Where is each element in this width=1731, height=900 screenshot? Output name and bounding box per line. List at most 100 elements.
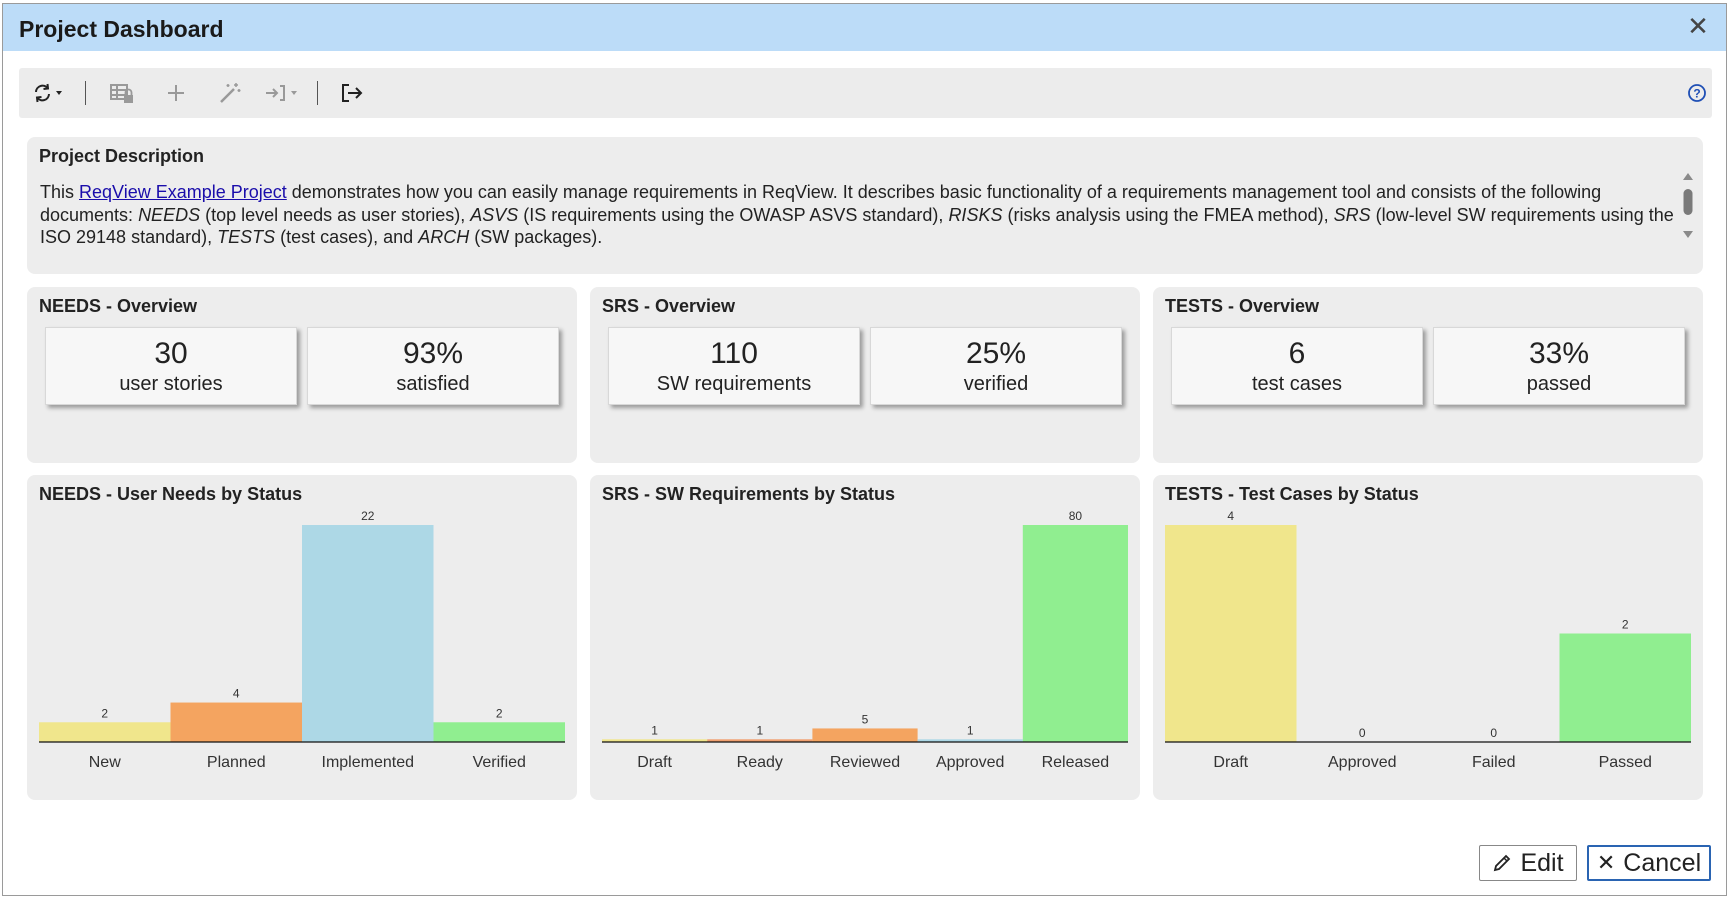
exit-icon <box>342 84 363 102</box>
import-button[interactable] <box>263 78 303 108</box>
table-lock-icon <box>110 84 133 103</box>
srs-status-chart: 1 Draft 1 Ready 5 Reviewed 1 Approved 80 Released <box>602 509 1128 771</box>
svg-text:?: ? <box>1693 87 1700 101</box>
panel-title: Project Description <box>39 146 205 166</box>
category-label: Verified <box>473 754 526 771</box>
kpi-value: 25% <box>965 337 1027 370</box>
kpi-value: 33% <box>1528 337 1590 370</box>
help-button[interactable]: ? <box>1685 78 1709 108</box>
category-label: Implemented <box>322 754 415 771</box>
panel-title: NEEDS - Overview <box>39 296 198 316</box>
category-label: Draft <box>637 754 672 771</box>
bar-value-label: 0 <box>1490 726 1497 740</box>
doc-asvs: ASVS <box>470 204 519 225</box>
close-icon[interactable]: ✕ <box>1687 11 1709 41</box>
edit-button[interactable]: Edit <box>1479 845 1577 881</box>
tests-status-chart-panel: TESTS - Test Cases by Status 4 Draft 0 Appr… <box>1153 475 1703 800</box>
close-icon: ✕ <box>1596 850 1616 875</box>
kpi-value: 30 <box>154 337 188 370</box>
project-description-panel: Project Description This ReqView Example… <box>27 137 1703 274</box>
add-button[interactable] <box>161 78 191 108</box>
bar-verified <box>433 722 565 742</box>
pencil-icon <box>1494 854 1511 872</box>
bar-value-label: 4 <box>233 687 240 701</box>
kpi-label: test cases <box>1251 373 1343 395</box>
bar-value-label: 80 <box>1069 509 1083 523</box>
doc-srs: SRS <box>1333 204 1371 225</box>
category-label: Planned <box>207 754 266 771</box>
chart-title: NEEDS - User Needs by Status <box>39 484 303 504</box>
kpi-value: 110 <box>710 337 758 370</box>
category-label: Approved <box>936 754 1005 771</box>
bar-value-label: 1 <box>651 723 658 737</box>
kpi-value: 93% <box>402 337 464 370</box>
needs-status-chart-panel: NEEDS - User Needs by Status 2 New 4 Planne… <box>27 475 577 800</box>
bar-reviewed <box>812 728 918 742</box>
cancel-label: Cancel <box>1623 848 1702 877</box>
category-label: New <box>89 754 121 771</box>
category-label: Approved <box>1328 754 1397 771</box>
tests-status-chart: 4 Draft 0 Approved 0 Failed 2 Passed <box>1165 509 1691 771</box>
bar-value-label: 2 <box>1622 618 1629 632</box>
bar-released <box>1022 525 1128 742</box>
cancel-button[interactable]: ✕ Cancel <box>1587 845 1711 881</box>
bar-planned <box>170 702 302 742</box>
bar-value-label: 5 <box>862 712 869 726</box>
tests-overview-panel: TESTS - Overview 6 test cases 33% passed <box>1153 287 1703 463</box>
plus-icon <box>168 85 184 101</box>
bar-value-label: 2 <box>496 706 503 720</box>
needs-status-chart: 2 New 4 Planned 22 Implemented 2 Verified <box>39 509 565 771</box>
kpi-label: satisfied <box>396 373 470 395</box>
kpi-card: 25% verified <box>870 327 1122 405</box>
kpi-label: user stories <box>119 373 223 395</box>
project-link[interactable]: ReqView Example Project <box>79 182 287 202</box>
exit-button[interactable] <box>337 78 367 108</box>
bar-ready <box>707 739 813 742</box>
bar-value-label: 22 <box>361 509 375 523</box>
edit-label: Edit <box>1520 848 1564 877</box>
srs-overview-panel: SRS - Overview 110 SW requirements 25% v… <box>590 287 1140 463</box>
panel-title: SRS - Overview <box>602 296 736 316</box>
toolbar-separator <box>85 81 86 105</box>
bar-approved <box>917 739 1023 742</box>
dialog-title: Project Dashboard <box>19 16 224 42</box>
bar-passed <box>1559 633 1691 742</box>
project-dashboard-dialog: Project Dashboard ✕ <box>2 3 1727 896</box>
bar-implemented <box>302 525 434 742</box>
category-label: Released <box>1042 754 1110 771</box>
bar-value-label: 2 <box>101 706 108 720</box>
category-label: Ready <box>737 754 783 771</box>
kpi-value: 6 <box>1288 337 1306 370</box>
category-label: Reviewed <box>830 754 900 771</box>
category-label: Passed <box>1599 754 1652 771</box>
kpi-card: 6 test cases <box>1171 327 1423 405</box>
toolbar: ? <box>19 68 1712 118</box>
magic-wand-button[interactable] <box>215 78 245 108</box>
refresh-button[interactable] <box>31 78 67 108</box>
bar-value-label: 0 <box>1359 726 1366 740</box>
panel-title: TESTS - Overview <box>1165 296 1320 316</box>
bar-draft <box>602 739 708 742</box>
project-description-text: This ReqView Example Project demonstrate… <box>40 182 1674 247</box>
doc-risks: RISKS <box>948 204 1003 225</box>
magic-wand-icon <box>220 83 241 103</box>
bar-value-label: 4 <box>1227 509 1234 523</box>
bar-value-label: 1 <box>756 723 763 737</box>
kpi-card: 93% satisfied <box>307 327 559 405</box>
kpi-card: 30 user stories <box>45 327 297 405</box>
kpi-card: 110 SW requirements <box>608 327 860 405</box>
description-scrollbar[interactable] <box>1681 169 1695 243</box>
import-icon <box>266 85 297 101</box>
doc-tests: TESTS <box>217 227 276 247</box>
title-bar: Project Dashboard ✕ <box>3 4 1726 51</box>
category-label: Failed <box>1472 754 1516 771</box>
kpi-label: passed <box>1526 373 1592 395</box>
table-lock-button[interactable] <box>107 78 137 108</box>
chart-title: SRS - SW Requirements by Status <box>602 484 896 504</box>
refresh-icon <box>35 83 62 103</box>
bar-value-label: 1 <box>967 723 974 737</box>
srs-status-chart-panel: SRS - SW Requirements by Status 1 Draft 1 R… <box>590 475 1140 800</box>
kpi-label: SW requirements <box>656 373 812 395</box>
doc-arch: ARCH <box>418 227 470 247</box>
category-label: Draft <box>1213 754 1248 771</box>
